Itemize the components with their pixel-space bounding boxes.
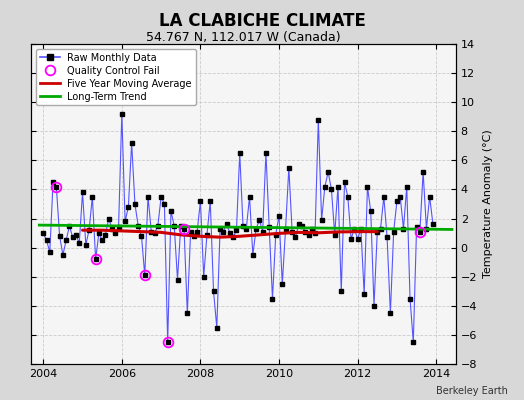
- Legend: Raw Monthly Data, Quality Control Fail, Five Year Moving Average, Long-Term Tren: Raw Monthly Data, Quality Control Fail, …: [36, 49, 196, 105]
- Title: 54.767 N, 112.017 W (Canada): 54.767 N, 112.017 W (Canada): [146, 31, 341, 44]
- Text: LA CLABICHE CLIMATE: LA CLABICHE CLIMATE: [159, 12, 365, 30]
- Text: Berkeley Earth: Berkeley Earth: [436, 386, 508, 396]
- Y-axis label: Temperature Anomaly (°C): Temperature Anomaly (°C): [483, 130, 493, 278]
